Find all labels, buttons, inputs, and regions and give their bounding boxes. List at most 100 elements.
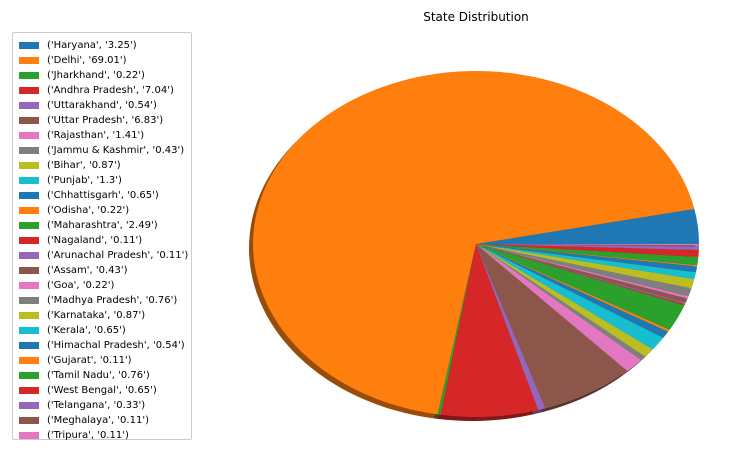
pie-slices xyxy=(253,71,699,417)
legend-item: ('Tamil Nadu', '0.76') xyxy=(19,368,150,383)
legend-item: ('Bihar', '0.87') xyxy=(19,158,121,173)
legend-label: ('Uttar Pradesh', '6.83') xyxy=(47,115,164,126)
legend-swatch xyxy=(19,42,39,49)
legend-label: ('Madhya Pradesh', '0.76') xyxy=(47,295,178,306)
legend-swatch xyxy=(19,192,39,199)
legend-swatch xyxy=(19,162,39,169)
pie-slice xyxy=(476,244,653,357)
legend-item: ('Punjab', '1.3') xyxy=(19,173,122,188)
legend-item: ('Arunachal Pradesh', '0.11') xyxy=(19,248,188,263)
legend-swatch xyxy=(19,342,39,349)
legend-label: ('Tripura', '0.11') xyxy=(47,430,129,441)
legend-label: ('Maharashtra', '2.49') xyxy=(47,220,158,231)
legend-item: ('Himachal Pradesh', '0.54') xyxy=(19,338,185,353)
legend-item: ('Tripura', '0.11') xyxy=(19,428,129,443)
legend-label: ('Kerala', '0.65') xyxy=(47,325,126,336)
pie-slice xyxy=(476,244,669,338)
legend-item: ('Uttar Pradesh', '6.83') xyxy=(19,113,163,128)
legend-swatch xyxy=(19,282,39,289)
legend-label: ('Meghalaya', '0.11') xyxy=(47,415,149,426)
legend-item: ('Haryana', '3.25') xyxy=(19,38,137,53)
legend-label: ('Telangana', '0.33') xyxy=(47,400,146,411)
pie-slice xyxy=(476,244,688,303)
legend: ('Haryana', '3.25') ('Delhi', '69.01') ('J… xyxy=(12,32,192,443)
pie-slice xyxy=(476,244,697,280)
pie-slice xyxy=(437,244,476,415)
legend-swatch xyxy=(19,177,39,184)
pie-slice xyxy=(476,208,699,244)
legend-swatch xyxy=(19,147,39,154)
legend-swatch xyxy=(19,387,39,394)
pie-slice xyxy=(253,71,695,415)
legend-item: ('Jammu & Kashmir', '0.43') xyxy=(19,143,184,158)
legend-swatch xyxy=(19,252,39,259)
legend-swatch xyxy=(19,102,39,109)
pie-slice xyxy=(476,244,699,250)
legend-item: ('Gujarat', '0.11') xyxy=(19,353,132,368)
legend-item: ('Andhra Pradesh', '7.04') xyxy=(19,83,174,98)
pie-slice xyxy=(476,244,699,246)
pie-slice xyxy=(476,244,664,350)
legend-label: ('Uttarakhand', '0.54') xyxy=(47,100,157,111)
pie-slice xyxy=(476,244,699,258)
legend-label: ('Odisha', '0.22') xyxy=(47,205,130,216)
pie-slice xyxy=(476,244,642,372)
legend-item: ('Assam', '0.43') xyxy=(19,263,128,278)
legend-item: ('Karnataka', '0.87') xyxy=(19,308,145,323)
pie-slice xyxy=(476,244,670,332)
pie-slice xyxy=(476,244,699,266)
legend-item: ('Odisha', '0.22') xyxy=(19,203,129,218)
legend-swatch xyxy=(19,402,39,409)
legend-label: ('Nagaland', '0.11') xyxy=(47,235,143,246)
pie-slice xyxy=(476,244,686,306)
legend-label: ('Goa', '0.22') xyxy=(47,280,115,291)
legend-label: ('Karnataka', '0.87') xyxy=(47,310,146,321)
legend-swatch xyxy=(19,222,39,229)
pie-slice xyxy=(476,244,699,247)
legend-item: ('Chhattisgarh', '0.65') xyxy=(19,188,159,203)
pie-slice xyxy=(476,244,692,297)
legend-item: ('Jharkhand', '0.22') xyxy=(19,68,145,83)
legend-swatch xyxy=(19,432,39,439)
legend-item: ('Rajasthan', '1.41') xyxy=(19,128,144,143)
legend-label: ('Haryana', '3.25') xyxy=(47,40,137,51)
legend-label: ('Assam', '0.43') xyxy=(47,265,128,276)
legend-swatch xyxy=(19,207,39,214)
legend-label: ('Jammu & Kashmir', '0.43') xyxy=(47,145,185,156)
legend-label: ('Jharkhand', '0.22') xyxy=(47,70,145,81)
pie-slice xyxy=(476,244,546,411)
legend-label: ('Chhattisgarh', '0.65') xyxy=(47,190,159,201)
legend-swatch xyxy=(19,357,39,364)
legend-swatch xyxy=(19,372,39,379)
legend-label: ('West Bengal', '0.65') xyxy=(47,385,157,396)
pie-slice xyxy=(476,244,685,330)
pie-slice xyxy=(476,244,646,361)
chart-title: State Distribution xyxy=(423,10,529,24)
legend-label: ('Tamil Nadu', '0.76') xyxy=(47,370,150,381)
pie-slice xyxy=(476,244,686,305)
legend-item: ('West Bengal', '0.65') xyxy=(19,383,157,398)
legend-label: ('Delhi', '69.01') xyxy=(47,55,127,66)
legend-item: ('Telangana', '0.33') xyxy=(19,398,145,413)
legend-swatch xyxy=(19,132,39,139)
legend-swatch xyxy=(19,57,39,64)
pie-slice xyxy=(476,244,695,289)
legend-swatch xyxy=(19,297,39,304)
legend-swatch xyxy=(19,327,39,334)
legend-label: ('Punjab', '1.3') xyxy=(47,175,122,186)
pie-slice xyxy=(440,244,539,417)
legend-label: ('Bihar', '0.87') xyxy=(47,160,121,171)
legend-item: ('Uttarakhand', '0.54') xyxy=(19,98,157,113)
legend-item: ('Nagaland', '0.11') xyxy=(19,233,142,248)
legend-item: ('Maharashtra', '2.49') xyxy=(19,218,158,233)
pie-slice xyxy=(476,244,628,409)
legend-swatch xyxy=(19,72,39,79)
legend-item: ('Kerala', '0.65') xyxy=(19,323,126,338)
legend-label: ('Himachal Pradesh', '0.54') xyxy=(47,340,185,351)
legend-swatch xyxy=(19,312,39,319)
pie-slice xyxy=(476,244,698,273)
pie-slice xyxy=(476,244,698,267)
legend-label: ('Rajasthan', '1.41') xyxy=(47,130,145,141)
legend-item: ('Madhya Pradesh', '0.76') xyxy=(19,293,177,308)
